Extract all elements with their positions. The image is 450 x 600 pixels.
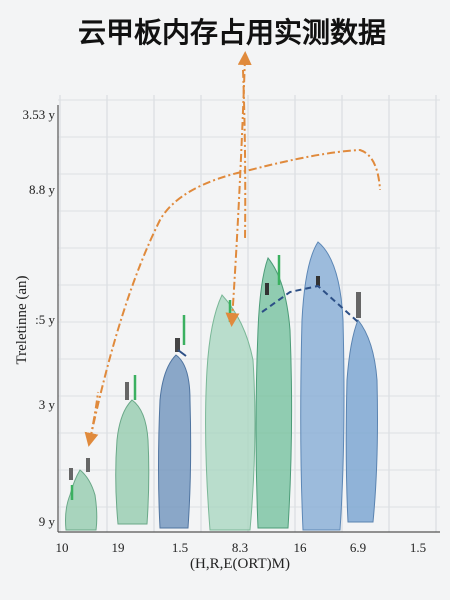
tick-labels: 10 19 1.5 8.3 16 6.9 1.5 3.53 y 8.8 y :5 y 3 y 9 y	[23, 107, 427, 555]
x-axis-title: (H,R,E(ORT)M)	[190, 556, 290, 572]
arrows	[84, 51, 381, 447]
y-tick-label: :5 y	[35, 312, 55, 327]
violin	[345, 319, 378, 523]
y-tick-label: 9 y	[39, 514, 56, 529]
marker	[265, 283, 269, 295]
arrow	[84, 148, 381, 447]
violins	[65, 241, 378, 531]
marker	[86, 458, 90, 472]
violin	[205, 294, 256, 531]
x-tick-label: 1.5	[410, 540, 426, 555]
x-tick-label: 16	[294, 540, 308, 555]
violin	[115, 399, 150, 525]
x-tick-label: 1.5	[172, 540, 188, 555]
violin	[255, 257, 293, 529]
x-tick-label: 19	[112, 540, 125, 555]
arrow	[89, 391, 99, 441]
y-tick-label: 3.53 y	[23, 107, 56, 122]
y-tick-label: 3 y	[39, 397, 56, 412]
violin	[300, 241, 345, 531]
connector	[177, 349, 187, 357]
marker	[69, 468, 73, 480]
x-tick-label: 10	[56, 540, 69, 555]
x-tick-label: 8.3	[232, 540, 248, 555]
y-tick-label: 8.8 y	[29, 182, 56, 197]
x-tick-label: 6.9	[350, 540, 366, 555]
chart-title: 云甲板内存占用实测数据	[78, 16, 386, 49]
marker	[316, 276, 320, 286]
marker	[125, 382, 129, 400]
y-axis-title: Treletinne (an)	[14, 275, 30, 364]
marker	[356, 292, 361, 318]
arrow	[242, 69, 247, 241]
violin	[158, 354, 192, 529]
marker	[175, 338, 180, 352]
